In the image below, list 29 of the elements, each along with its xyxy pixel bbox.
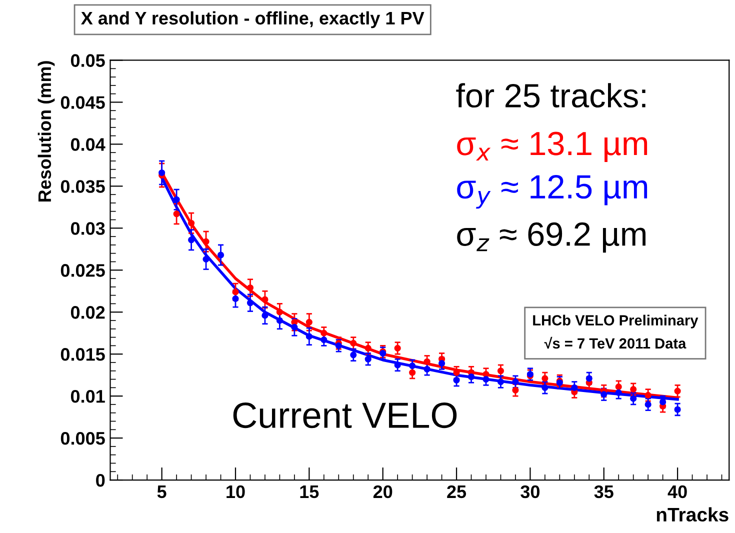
x-tick-label: 40	[668, 485, 687, 498]
x-axis-title: nTracks	[656, 507, 728, 522]
x-tick-label: 5	[157, 486, 166, 498]
y-tick-label: 0.025	[60, 264, 105, 277]
chart-title: X and Y resolution - offline, exactly 1 PV	[81, 11, 424, 28]
y-tick-label: 0.04	[70, 138, 106, 151]
x-tick-label: 10	[226, 485, 245, 498]
annotation: σ$_{z}$ ≈ 69.2 µm	[457, 222, 646, 253]
x-tick-label: 35	[594, 485, 614, 498]
annotation: σ$_{x}$ ≈ 13.1 µm	[457, 132, 648, 162]
annotation: σ$_{y}$ ≈ 12.5 µm	[457, 175, 648, 209]
x-tick-label: 20	[373, 485, 392, 498]
y-tick-label: 0.015	[60, 348, 105, 361]
y-axis-title: Resolution (mm)	[38, 61, 55, 202]
y-tick-label: 0.05	[70, 54, 105, 67]
annotation: for 25 tracks:	[456, 83, 646, 108]
y-tick-label: 0.03	[70, 222, 105, 235]
y-tick-label: 0.01	[70, 390, 105, 403]
annotation: LHCb VELO Preliminary	[533, 314, 698, 328]
x-tick-label: 15	[300, 486, 319, 498]
y-tick-label: 0.045	[60, 96, 105, 109]
x-tick-label: 30	[520, 485, 540, 498]
y-tick-label: 0.02	[70, 306, 105, 319]
x-tick-label: 25	[447, 485, 466, 498]
annotation: √s = 7 TeV 2011 Data	[544, 336, 686, 349]
y-tick-label: 0.005	[60, 432, 105, 445]
y-tick-label: 0	[96, 474, 105, 487]
annotation: Current VELO	[233, 402, 457, 428]
y-tick-label: 0.035	[60, 180, 105, 193]
